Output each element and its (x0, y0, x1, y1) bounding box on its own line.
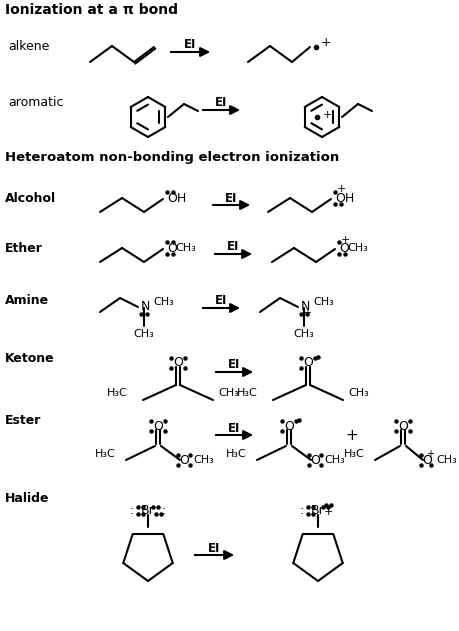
Text: CH₃: CH₃ (323, 455, 344, 465)
Text: CH₃: CH₃ (346, 243, 367, 253)
Text: EI: EI (215, 295, 227, 307)
Text: Amine: Amine (5, 293, 49, 307)
Text: +: + (340, 235, 349, 245)
Text: EI: EI (225, 191, 237, 204)
Text: EI: EI (227, 240, 239, 254)
Text: O: O (397, 420, 407, 432)
Text: +: + (323, 507, 332, 517)
Text: Ether: Ether (5, 242, 43, 254)
Text: O: O (309, 454, 319, 466)
Text: EI: EI (184, 38, 196, 52)
Text: O: O (153, 420, 162, 432)
Text: CH₃: CH₃ (153, 297, 174, 307)
Text: N: N (300, 300, 310, 314)
Text: EI: EI (208, 541, 220, 555)
Text: +: + (302, 308, 310, 318)
Text: Ionization at a π bond: Ionization at a π bond (5, 3, 178, 17)
Text: Halide: Halide (5, 492, 50, 505)
Text: OH: OH (334, 191, 353, 204)
Text: O: O (421, 454, 431, 466)
Text: Alcohol: Alcohol (5, 191, 56, 204)
Text: CH₃: CH₃ (293, 329, 313, 339)
Text: O: O (302, 357, 312, 370)
Text: EI: EI (228, 358, 240, 372)
Text: CH₃: CH₃ (347, 388, 368, 398)
Text: Heteroatom non-bonding electron ionization: Heteroatom non-bonding electron ionizati… (5, 151, 339, 163)
Text: H₃C: H₃C (226, 449, 246, 459)
Text: Ester: Ester (5, 413, 41, 427)
Text: Br: Br (141, 504, 155, 517)
Text: OH: OH (167, 191, 186, 204)
Text: +: + (345, 427, 358, 442)
Text: CH₃: CH₃ (193, 455, 213, 465)
Text: CH₃: CH₃ (312, 297, 333, 307)
Text: Ketone: Ketone (5, 351, 55, 365)
Text: O: O (179, 454, 189, 466)
Text: :: : (299, 504, 303, 517)
Text: EI: EI (215, 97, 227, 110)
Text: H₃C: H₃C (237, 388, 257, 398)
Text: CH₃: CH₃ (218, 388, 238, 398)
Text: CH₃: CH₃ (435, 455, 456, 465)
Text: CH₃: CH₃ (133, 329, 154, 339)
Text: +: + (336, 184, 345, 194)
Text: EI: EI (228, 422, 240, 435)
Text: :: : (162, 504, 166, 517)
Text: H₃C: H₃C (107, 388, 128, 398)
Text: :: : (129, 504, 134, 517)
Text: aromatic: aromatic (8, 97, 63, 110)
Text: +: + (320, 37, 330, 49)
Text: +: + (425, 449, 433, 459)
Text: CH₃: CH₃ (174, 243, 196, 253)
Text: H₃C: H₃C (343, 449, 364, 459)
Text: O: O (284, 420, 293, 432)
Text: O: O (173, 357, 183, 370)
Text: O: O (167, 242, 177, 254)
Text: H₃C: H₃C (95, 449, 116, 459)
Text: N: N (141, 300, 150, 314)
Text: +: + (322, 110, 331, 120)
Text: alkene: alkene (8, 40, 49, 54)
Text: O: O (338, 242, 348, 254)
Text: Br: Br (310, 504, 324, 517)
